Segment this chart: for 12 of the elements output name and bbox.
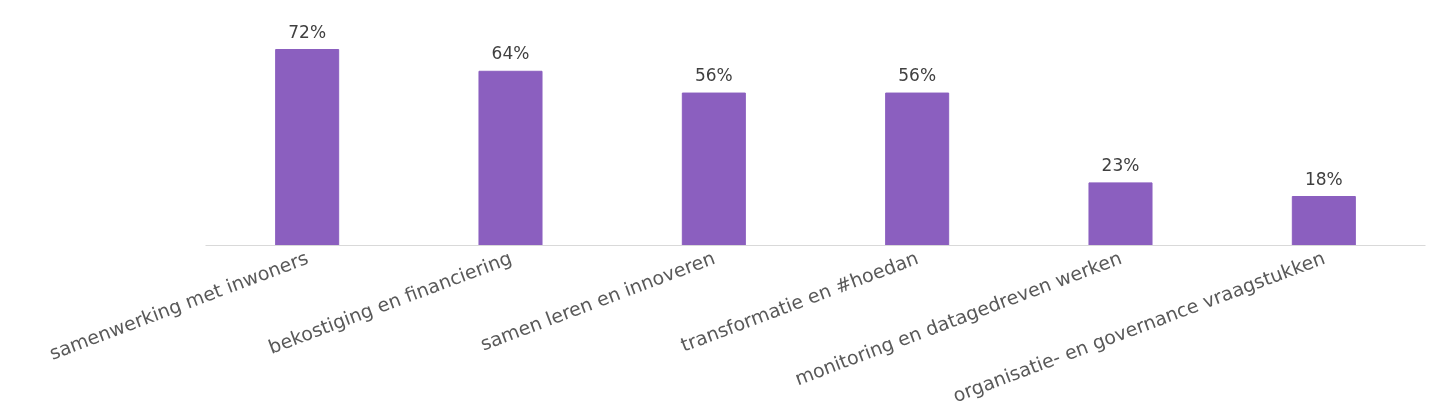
data-label: 18% [1304,168,1343,189]
bar [681,92,746,246]
bar [478,70,543,246]
data-label: 64% [491,43,530,64]
bar [1291,196,1356,246]
data-label: 56% [694,65,733,86]
data-label: 23% [1101,154,1140,175]
data-label: 72% [288,21,327,42]
data-label: 56% [898,65,937,86]
bar [885,92,950,246]
bar [1088,182,1153,246]
bar [275,49,340,246]
